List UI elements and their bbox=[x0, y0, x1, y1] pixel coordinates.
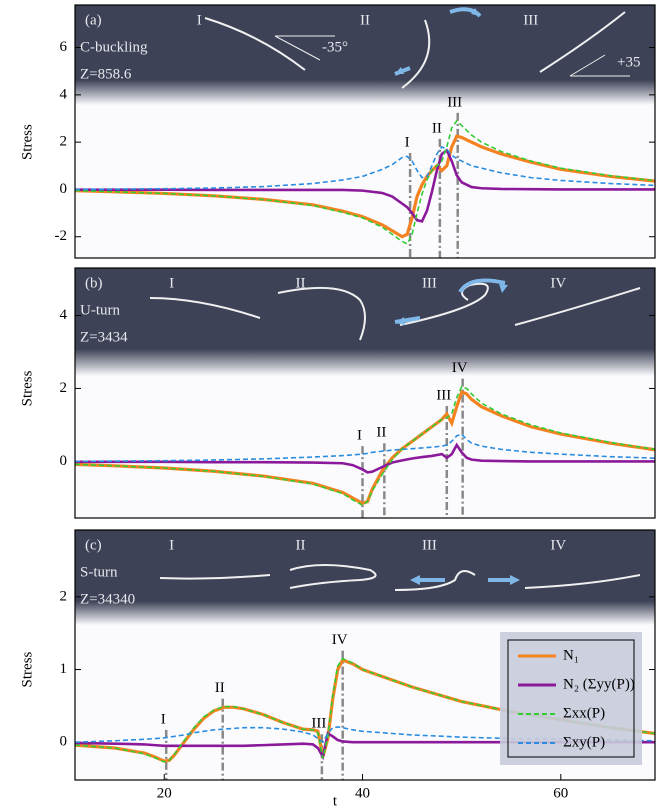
panel-label: (c) bbox=[85, 537, 102, 553]
legend-label: Σxx(P) bbox=[563, 705, 605, 721]
event-label: III bbox=[436, 387, 451, 403]
y-tick-label: 2 bbox=[60, 380, 68, 396]
z-label: Z=858.6 bbox=[80, 66, 132, 82]
snapshot-label: I bbox=[197, 12, 202, 28]
y-tick-label: 0 bbox=[60, 734, 68, 750]
y-tick-label: 2 bbox=[60, 134, 68, 150]
legend-label: N₂ (Σyy(P)) bbox=[563, 676, 635, 692]
event-label: I bbox=[161, 711, 166, 727]
event-label: II bbox=[432, 120, 442, 136]
event-label: IV bbox=[452, 360, 468, 376]
figure: (a)C-bucklingZ=858.6IIIIII-35°+35-20246S… bbox=[0, 0, 657, 808]
event-label: II bbox=[376, 425, 386, 441]
snapshot-label: IV bbox=[550, 537, 566, 553]
snapshot-label: III bbox=[422, 275, 437, 291]
event-label: I bbox=[405, 134, 410, 150]
panel-label: (a) bbox=[85, 12, 102, 28]
case-name: S-turn bbox=[80, 564, 118, 580]
event-label: III bbox=[447, 94, 462, 110]
snapshot-label: I bbox=[169, 537, 174, 553]
y-tick-label: 0 bbox=[60, 181, 68, 197]
case-name: U-turn bbox=[80, 302, 120, 318]
snapshot-label: III bbox=[422, 537, 437, 553]
z-label: Z=34340 bbox=[80, 591, 135, 607]
y-axis-label: Stress bbox=[19, 651, 35, 687]
snapshot-label: III bbox=[523, 12, 538, 28]
x-tick-label: 60 bbox=[553, 785, 568, 801]
y-tick-label: 1 bbox=[60, 661, 68, 677]
snapshot-label: II bbox=[296, 537, 306, 553]
snapshot-label: IV bbox=[550, 275, 566, 291]
y-tick-label: 2 bbox=[60, 588, 68, 604]
angle-label: -35° bbox=[322, 39, 348, 55]
event-label: II bbox=[215, 680, 225, 696]
legend: N₁ N₂ (Σyy(P)) Σxx(P) Σxy(P) bbox=[500, 632, 642, 765]
legend-label: Σxy(P) bbox=[563, 734, 605, 750]
angle-label: +35 bbox=[617, 54, 640, 70]
z-label: Z=3434 bbox=[80, 329, 128, 345]
y-tick-label: 4 bbox=[60, 307, 68, 323]
x-axis-label: t bbox=[333, 793, 338, 808]
y-tick-label: 4 bbox=[60, 86, 68, 102]
snapshot-label: I bbox=[169, 275, 174, 291]
x-tick-label: 40 bbox=[355, 785, 370, 801]
y-axis-label: Stress bbox=[19, 124, 35, 160]
y-axis-label: Stress bbox=[19, 370, 35, 406]
panel-label: (b) bbox=[85, 275, 103, 291]
snapshot-label: II bbox=[360, 12, 370, 28]
y-tick-label: 6 bbox=[60, 39, 68, 55]
snapshot-label: II bbox=[296, 275, 306, 291]
legend-label: N₁ bbox=[563, 647, 579, 663]
y-tick-label: 0 bbox=[60, 453, 68, 469]
case-name: C-buckling bbox=[80, 39, 148, 55]
event-label: I bbox=[357, 428, 362, 444]
y-tick-label: -2 bbox=[55, 228, 68, 244]
event-label: IV bbox=[332, 632, 348, 648]
x-tick-label: 20 bbox=[157, 785, 172, 801]
